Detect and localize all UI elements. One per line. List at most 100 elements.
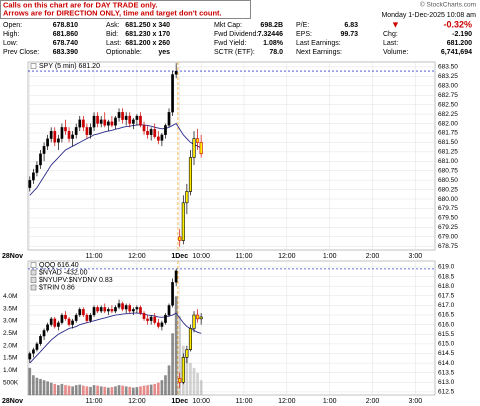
x-tick-label: 12:00 bbox=[128, 398, 146, 405]
quote-table: Open: 678.810 Ask: 681.250 x 340 Mkt Cap: 698… bbox=[3, 19, 472, 55]
y-tick-label: 617.5 bbox=[438, 293, 455, 300]
candle-body bbox=[178, 236, 182, 241]
volume-bar bbox=[189, 362, 192, 395]
y-tick-label: 615.5 bbox=[438, 331, 455, 338]
volume-bar bbox=[153, 383, 157, 395]
notice-box bbox=[0, 0, 251, 19]
x-tick-label: 12:00 bbox=[278, 398, 296, 405]
candle-body bbox=[196, 314, 200, 320]
candle-body bbox=[153, 129, 157, 137]
quote-label: ▼ bbox=[391, 19, 400, 29]
candle-body bbox=[124, 115, 128, 120]
candle-body bbox=[142, 313, 146, 319]
candle-body bbox=[160, 322, 164, 327]
y-tick-label: 618.5 bbox=[438, 273, 455, 280]
candle-body bbox=[42, 146, 46, 154]
candle-body bbox=[74, 314, 78, 321]
candle-body bbox=[46, 324, 49, 331]
y2-tick-label: 1.0M bbox=[3, 367, 17, 374]
volume-bar bbox=[117, 385, 121, 395]
plot-area bbox=[27, 61, 436, 251]
y2-tick-label: 500K bbox=[3, 379, 19, 386]
y-tick-label: 615.0 bbox=[438, 341, 455, 348]
volume-bar bbox=[89, 386, 92, 395]
quote-label: Ask: bbox=[106, 22, 120, 29]
y-tick-label: 618.0 bbox=[438, 283, 455, 290]
volume-bar bbox=[156, 382, 160, 395]
candle-body bbox=[153, 316, 157, 323]
x-tick-label: 11:00 bbox=[86, 398, 103, 405]
quote-value: 6.83 bbox=[344, 22, 358, 29]
quote-label: Low: bbox=[3, 40, 18, 47]
quote-label: Mkt Cap: bbox=[214, 22, 242, 29]
volume-bar bbox=[60, 383, 64, 395]
y-tick-label: 616.0 bbox=[438, 321, 455, 328]
x-tick-label: 10:00 bbox=[192, 253, 210, 260]
volume-bar bbox=[199, 380, 203, 395]
candle-body bbox=[106, 121, 110, 126]
quote-value: 681.250 x 340 bbox=[125, 22, 170, 29]
quote-value: 683.390 bbox=[53, 49, 78, 56]
candle-body bbox=[171, 282, 174, 306]
candle-body bbox=[78, 309, 82, 316]
legend-label: QQQ 616.40 bbox=[39, 262, 79, 269]
x-tick-label: 1Dec bbox=[171, 253, 188, 260]
candle-body bbox=[46, 138, 49, 147]
x-tick-label: 10:00 bbox=[192, 398, 210, 405]
candle-body bbox=[146, 318, 149, 321]
legend-icon bbox=[30, 284, 37, 291]
copyright: © StockCharts.com bbox=[420, 1, 476, 9]
quote-label: Bid: bbox=[106, 31, 118, 38]
y-tick-label: 613.5 bbox=[438, 369, 455, 376]
volume-bar bbox=[178, 316, 182, 395]
quote-value: -0.32% bbox=[443, 19, 472, 29]
candle-body bbox=[149, 129, 153, 135]
y-tick-label: 681.75 bbox=[438, 130, 458, 137]
y-tick-label: 680.50 bbox=[438, 177, 458, 184]
quote-label: Last Earnings: bbox=[296, 40, 341, 47]
candle-body bbox=[178, 378, 182, 383]
quote-value: 1.08% bbox=[263, 40, 284, 47]
candle-body bbox=[35, 343, 39, 350]
y-tick-label: 612.5 bbox=[438, 389, 455, 396]
x-tick-label: 12:00 bbox=[128, 253, 146, 260]
x-tick-label: 1Dec bbox=[171, 398, 188, 405]
x-tick-label: 28Nov bbox=[2, 253, 23, 260]
candle-body bbox=[103, 307, 107, 312]
volume-bar bbox=[124, 386, 128, 395]
volume-bar bbox=[185, 355, 189, 395]
candle-body bbox=[196, 138, 200, 143]
y-tick-label: 679.75 bbox=[438, 205, 458, 212]
volume-bar bbox=[196, 372, 199, 395]
candle-body bbox=[53, 318, 57, 327]
candle-body bbox=[142, 125, 146, 132]
quote-label: Volume: bbox=[383, 49, 408, 56]
volume-bar bbox=[46, 381, 49, 395]
y-tick-label: 616.5 bbox=[438, 312, 455, 319]
candle-body bbox=[128, 115, 132, 124]
legend-label: $NYUPV:$NYDNV 0.83 bbox=[39, 277, 113, 284]
candle-body bbox=[171, 74, 174, 113]
candle-body bbox=[156, 322, 160, 327]
candle-body bbox=[56, 138, 60, 143]
volume-bar bbox=[39, 378, 42, 395]
candle-body bbox=[92, 115, 96, 128]
candle-body bbox=[99, 307, 103, 312]
volume-bar bbox=[96, 385, 99, 395]
candle-body bbox=[164, 314, 167, 323]
volume-bar bbox=[128, 386, 132, 395]
y-tick-label: 681.00 bbox=[438, 158, 458, 165]
candle-body bbox=[181, 202, 185, 241]
candle-body bbox=[174, 270, 178, 283]
candle-body bbox=[139, 115, 142, 126]
moving-average bbox=[29, 312, 202, 364]
volume-bar bbox=[192, 367, 196, 395]
y-tick-label: 682.00 bbox=[438, 120, 458, 127]
quote-value: 6,741,694 bbox=[441, 49, 472, 56]
candle-body bbox=[124, 305, 128, 310]
notice-line: Arrows are for DIRECTION ONLY, time and … bbox=[3, 8, 222, 17]
volume-bar bbox=[53, 383, 57, 395]
y-tick-label: 614.0 bbox=[438, 360, 455, 367]
candle-body bbox=[110, 309, 114, 312]
